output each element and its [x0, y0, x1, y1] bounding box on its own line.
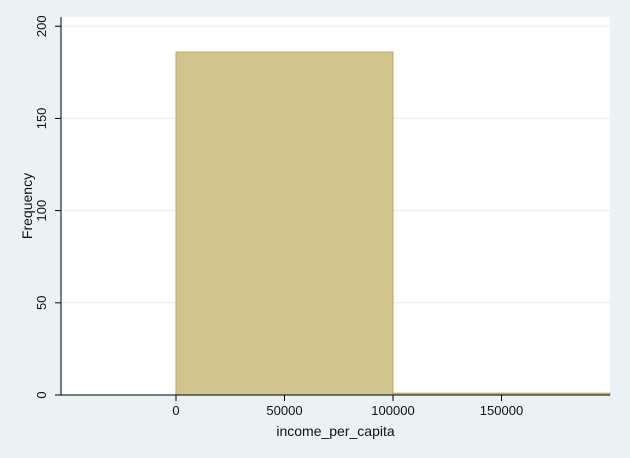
y-tick-label: 0: [34, 391, 49, 398]
y-tick-label: 50: [34, 296, 49, 310]
axes: [60, 17, 610, 396]
y-tick-label: 100: [34, 200, 49, 222]
y-axis-title: Frequency: [19, 173, 35, 239]
x-tick-label: 150000: [480, 403, 523, 418]
x-axis-title: income_per_capita: [276, 423, 395, 439]
y-tick-label: 200: [34, 15, 49, 37]
x-tick-label: 100000: [371, 403, 414, 418]
x-axis-ticks: 0 50000 100000 150000: [172, 395, 523, 418]
x-tick-label: 0: [172, 403, 179, 418]
x-tick-label: 50000: [266, 403, 302, 418]
y-tick-label: 150: [34, 108, 49, 130]
y-axis-ticks: 0 50 100 150 200: [34, 15, 61, 399]
histogram-bar: [175, 51, 394, 396]
